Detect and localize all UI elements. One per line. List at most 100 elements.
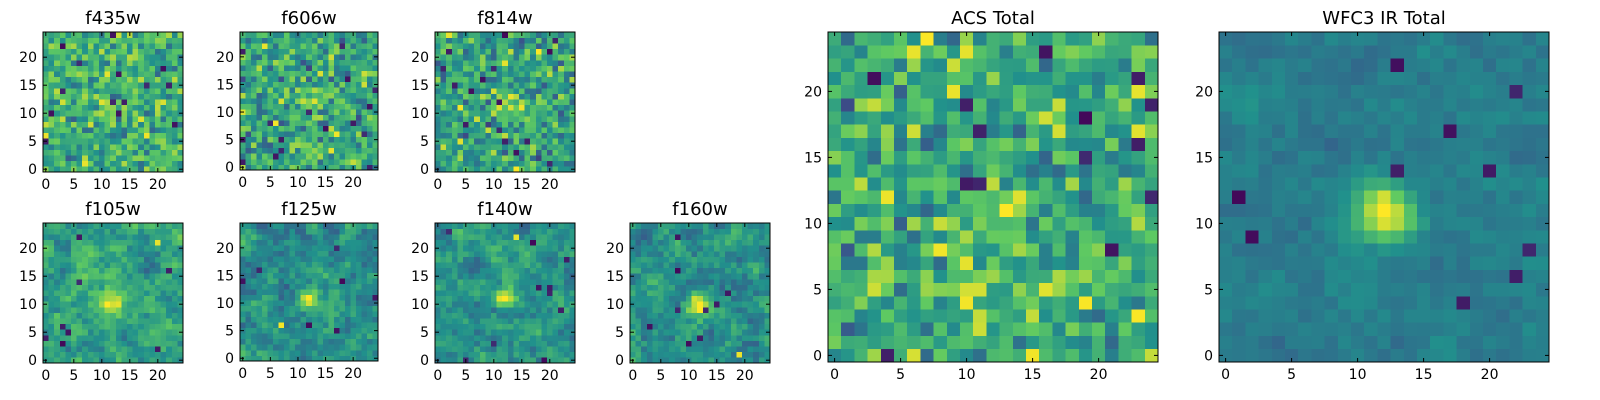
heatmap-cell: [753, 312, 760, 319]
heatmap-cell: [300, 103, 307, 110]
heatmap-cell: [502, 166, 509, 173]
heatmap-cell: [59, 318, 66, 325]
heatmap-cell: [513, 346, 520, 353]
heatmap-cell: [344, 283, 351, 290]
heatmap-cell: [697, 234, 704, 241]
heatmap-cell: [730, 267, 737, 274]
heatmap-cell: [322, 65, 329, 71]
heatmap-cell: [691, 245, 698, 252]
y-tick-label: 0: [615, 353, 624, 369]
heatmap-cell: [155, 279, 161, 285]
heatmap-cell: [563, 273, 570, 280]
heatmap-cell: [361, 333, 368, 340]
heatmap-cell: [262, 136, 268, 143]
heatmap-cell: [552, 43, 559, 50]
heatmap-cell: [127, 340, 133, 347]
heatmap-cell: [333, 65, 340, 71]
heatmap-cell: [719, 351, 726, 358]
heatmap-cell: [333, 164, 340, 171]
heatmap-cell: [552, 48, 559, 55]
heatmap-cell: [59, 99, 66, 106]
heatmap-cell: [289, 234, 296, 240]
x-tick-label: 0: [433, 177, 442, 193]
heatmap-cell: [54, 88, 61, 94]
heatmap-cell: [149, 93, 156, 100]
heatmap-cell: [149, 223, 156, 229]
heatmap-cell: [1052, 203, 1066, 218]
heatmap-cell: [322, 70, 329, 77]
heatmap-cell: [502, 99, 509, 106]
heatmap-cell: [132, 110, 139, 117]
heatmap-cell: [306, 245, 313, 251]
heatmap-cell: [708, 312, 715, 319]
heatmap-cell: [350, 114, 357, 121]
heatmap-cell: [519, 138, 525, 145]
heatmap-cell: [350, 272, 357, 279]
heatmap-cell: [65, 149, 72, 156]
heatmap-cell: [344, 333, 351, 340]
heatmap-cell: [1065, 296, 1080, 310]
heatmap-cell: [251, 131, 257, 138]
heatmap-cell: [160, 273, 167, 280]
heatmap-cell: [485, 71, 492, 78]
heatmap-cell: [502, 234, 509, 241]
heatmap-cell: [440, 82, 447, 89]
heatmap-cell: [311, 92, 318, 99]
heatmap-cell: [132, 116, 139, 122]
heatmap-cell: [513, 279, 520, 285]
heatmap-cell: [278, 278, 285, 285]
heatmap-cell: [702, 239, 709, 246]
heatmap-cell: [535, 273, 542, 280]
heatmap-cell: [541, 351, 548, 358]
heatmap-cell: [708, 223, 715, 229]
heatmap-cell: [674, 312, 681, 319]
heatmap-cell: [355, 272, 362, 279]
heatmap-cell: [344, 65, 351, 71]
heatmap-cell: [736, 262, 743, 269]
heatmap-cell: [485, 32, 492, 38]
heatmap-cell: [132, 155, 139, 162]
heatmap-cell: [99, 284, 105, 291]
heatmap-cell: [127, 234, 133, 241]
heatmap-cell: [440, 340, 447, 347]
heatmap-cell: [519, 351, 525, 358]
heatmap-cell: [646, 267, 653, 274]
heatmap-cell: [485, 329, 492, 336]
heatmap-cell: [251, 245, 257, 251]
heatmap-cell: [524, 251, 531, 257]
heatmap-cell: [289, 327, 296, 334]
heatmap-cell: [149, 116, 156, 122]
heatmap-cell: [278, 344, 285, 351]
heatmap-cell: [166, 116, 173, 122]
heatmap-cell: [245, 228, 252, 235]
heatmap-cell: [502, 301, 509, 308]
heatmap-cell: [446, 160, 453, 167]
heatmap-cell: [630, 340, 636, 347]
heatmap-cell: [524, 245, 531, 252]
heatmap-cell: [361, 311, 368, 318]
heatmap-cell: [300, 153, 307, 160]
heatmap-cell: [541, 155, 548, 162]
heatmap-cell: [641, 340, 648, 347]
heatmap-cell: [71, 295, 77, 302]
heatmap-cell: [563, 307, 570, 313]
heatmap-cell: [322, 103, 329, 110]
heatmap-cell: [104, 37, 111, 44]
heatmap-cell: [674, 307, 681, 313]
heatmap-cell: [177, 335, 184, 341]
heatmap-cell: [764, 256, 771, 263]
heatmap-cell: [558, 71, 565, 78]
heatmap-cell: [446, 234, 453, 241]
heatmap-cell: [541, 273, 548, 280]
heatmap-cell: [87, 88, 94, 94]
heatmap-cell: [361, 43, 368, 49]
heatmap-cell: [160, 335, 167, 341]
heatmap-cell: [48, 279, 55, 285]
heatmap-cell: [82, 307, 89, 313]
heatmap-cell: [256, 147, 263, 154]
heatmap-cell: [93, 93, 100, 100]
heatmap-cell: [502, 295, 509, 302]
heatmap-cell: [753, 340, 760, 347]
heatmap-cell: [541, 149, 548, 156]
